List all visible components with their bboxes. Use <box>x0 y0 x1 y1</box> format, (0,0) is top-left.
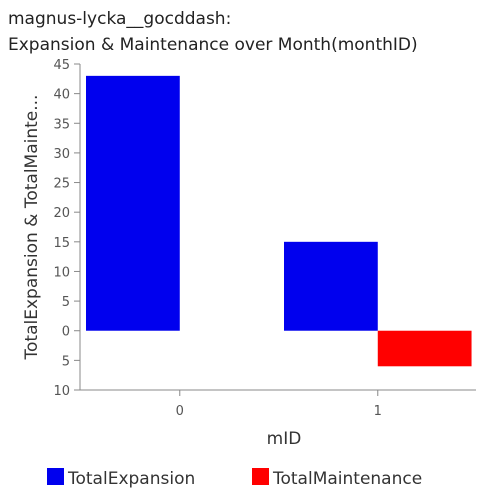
x-tick-label: 0 <box>176 404 184 419</box>
bar-totalexpansion-1 <box>283 241 378 331</box>
y-axis-ticks: 45 40 35 30 25 20 15 10 5 0 5 10 <box>53 58 80 399</box>
y-tick-label: 20 <box>53 206 70 221</box>
bar-totalexpansion-0 <box>85 75 180 331</box>
y-tick-label: 30 <box>53 147 70 162</box>
y-tick-label: 40 <box>53 88 70 103</box>
y-tick-label: 10 <box>53 384 70 399</box>
y-tick-label: 5 <box>62 354 70 369</box>
legend: TotalExpansion TotalMaintenance <box>47 468 422 489</box>
y-tick-label: 35 <box>53 117 70 132</box>
y-tick-label: 15 <box>53 236 70 251</box>
legend-swatch-totalmaintenance <box>252 468 269 485</box>
plot-area <box>85 75 472 367</box>
x-axis-label: mID <box>267 429 302 449</box>
legend-swatch-totalexpansion <box>47 468 64 485</box>
chart-title-line-2: Expansion & Maintenance over Month(month… <box>8 35 418 55</box>
bar-totalmaintenance-1 <box>377 330 472 367</box>
chart-title-line-1: magnus-lycka__gocddash: <box>8 9 231 29</box>
legend-label-totalexpansion: TotalExpansion <box>67 469 195 489</box>
y-tick-label: 0 <box>62 325 70 340</box>
legend-label-totalmaintenance: TotalMaintenance <box>272 469 422 489</box>
y-tick-label: 25 <box>53 177 70 192</box>
y-tick-label: 5 <box>62 295 70 310</box>
x-tick-label: 1 <box>374 404 382 419</box>
y-axis-label: TotalExpansion & TotalMainte... <box>22 95 42 361</box>
y-tick-label: 10 <box>53 265 70 280</box>
y-tick-label: 45 <box>53 58 70 73</box>
